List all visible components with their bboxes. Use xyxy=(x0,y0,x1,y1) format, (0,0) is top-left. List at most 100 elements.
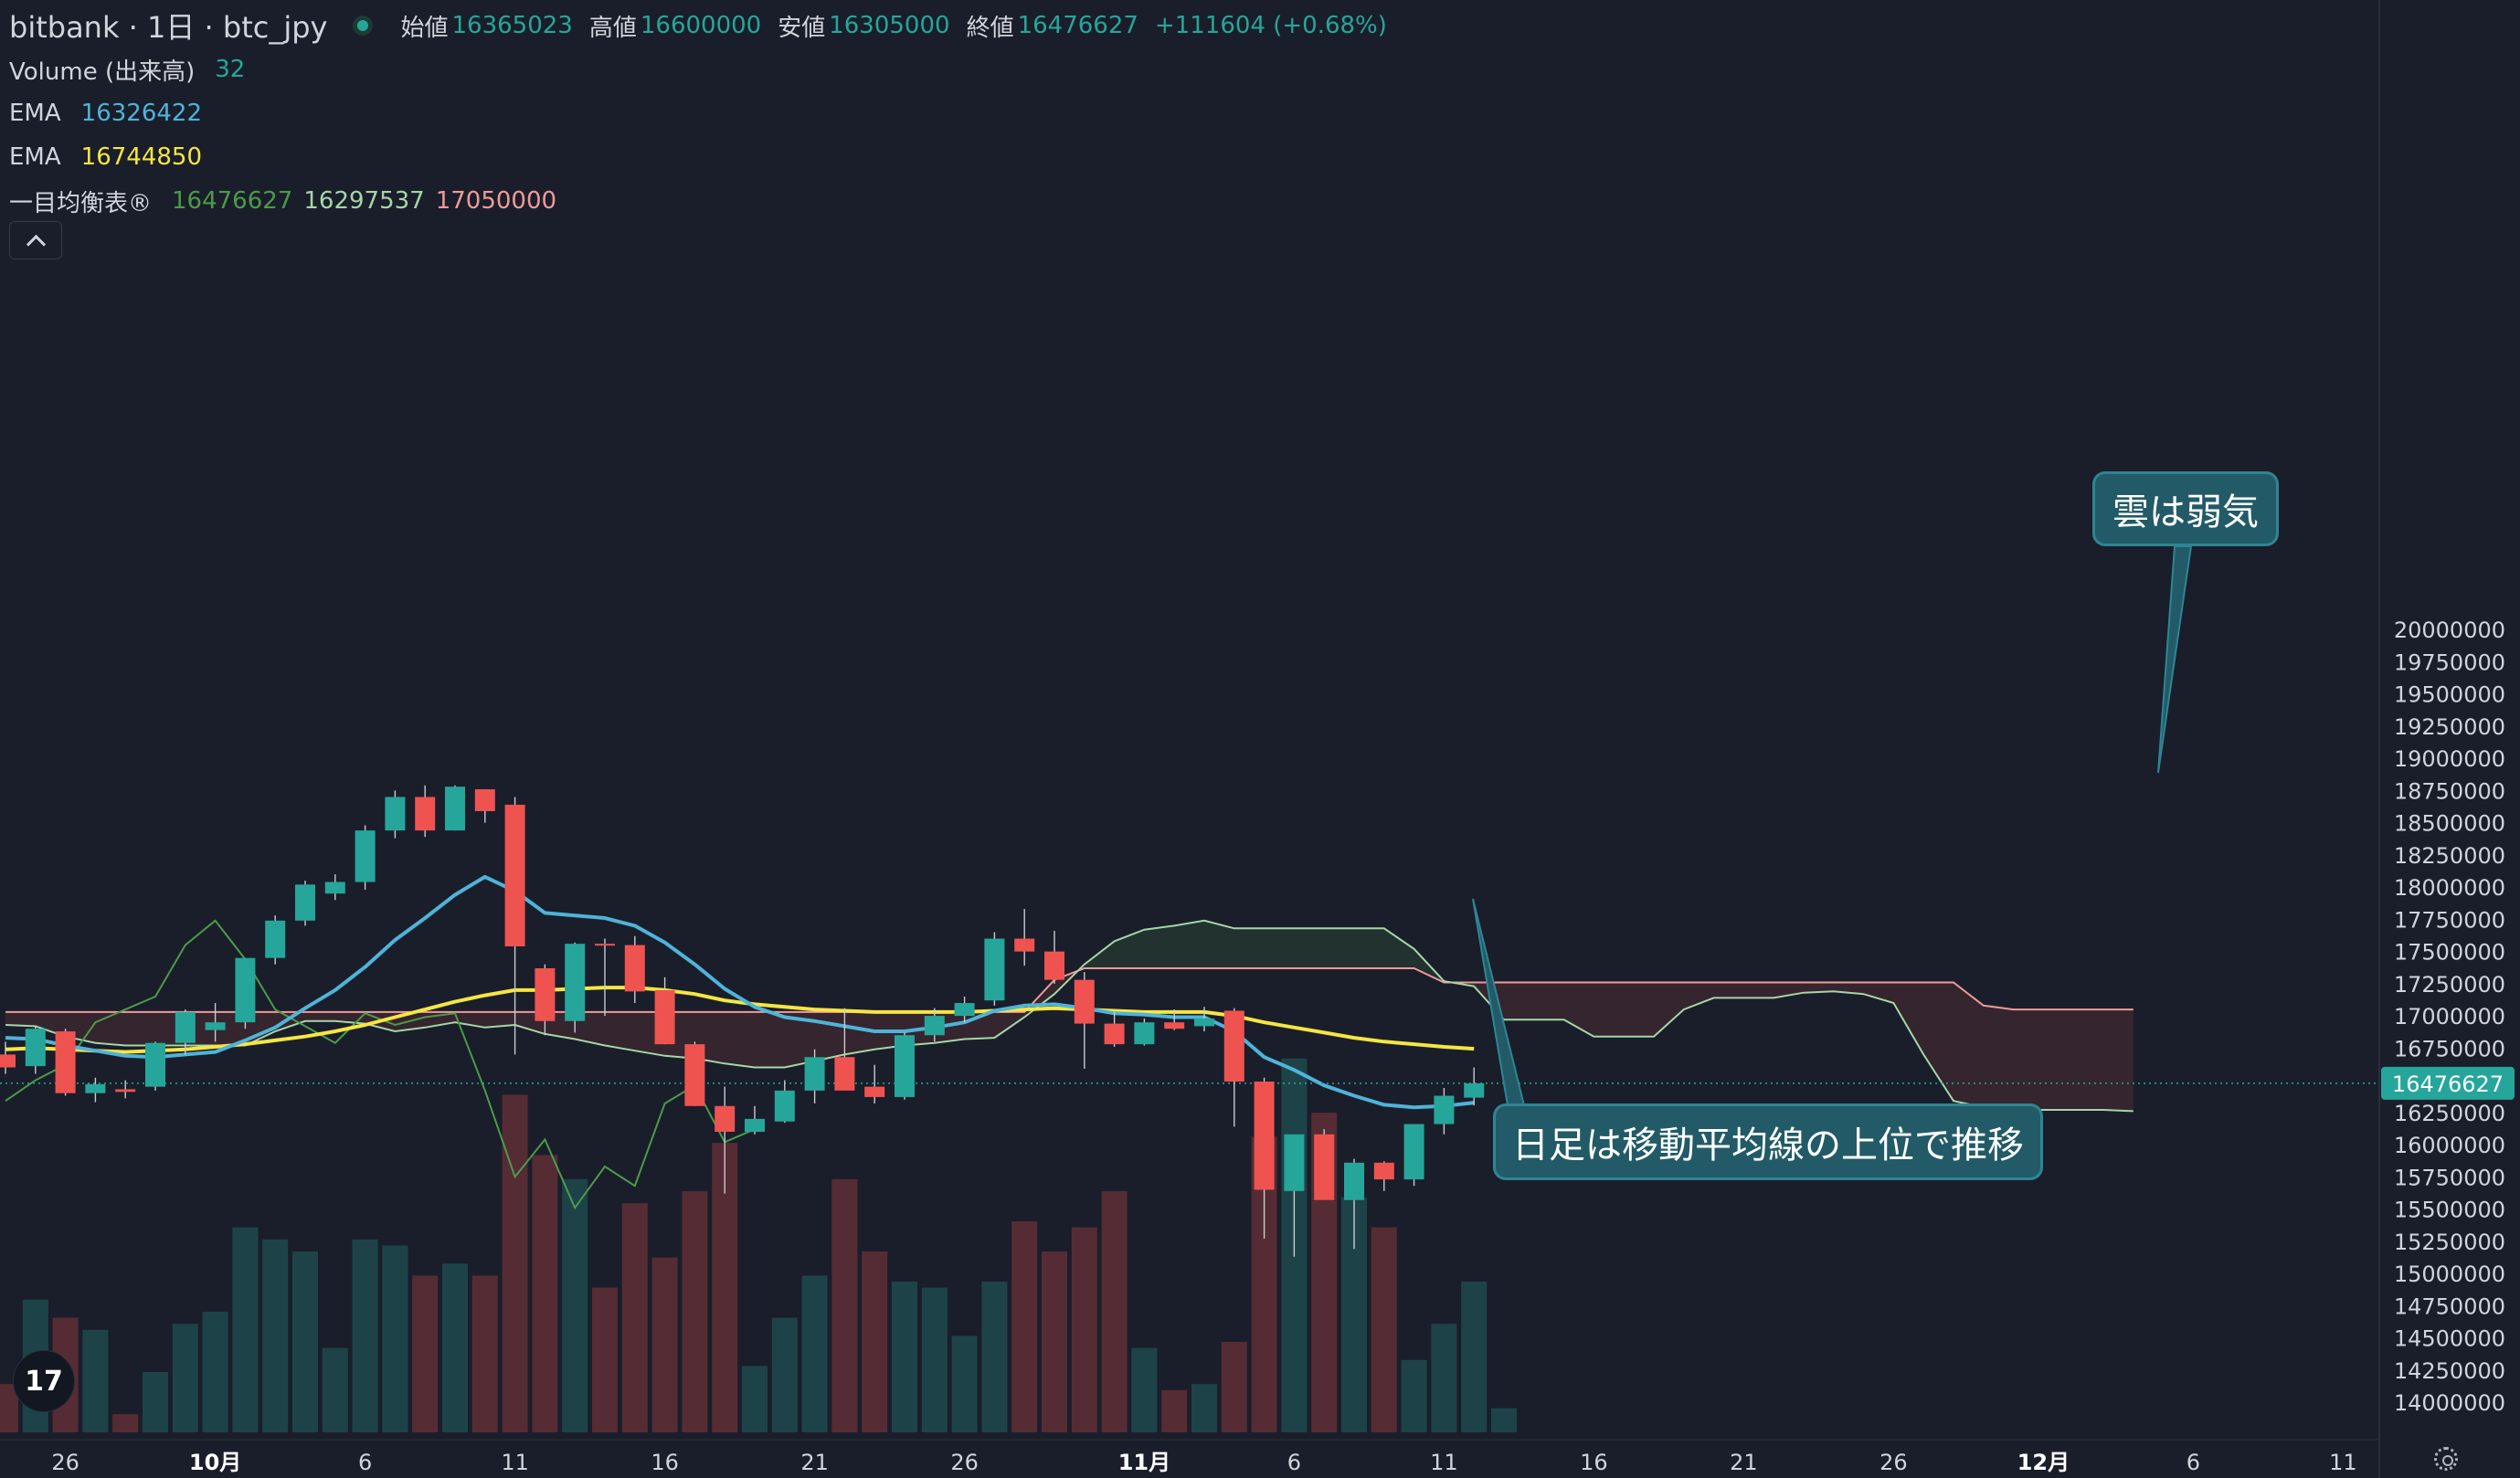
candle-body xyxy=(804,1057,825,1091)
candle xyxy=(295,881,315,926)
volume-bars xyxy=(0,1058,1517,1432)
candle-body xyxy=(654,989,675,1045)
price-tick-label: 14250000 xyxy=(2394,1358,2505,1384)
candle xyxy=(565,942,586,1033)
candle xyxy=(535,964,556,1036)
candle xyxy=(924,1008,945,1042)
candle xyxy=(1434,1088,1455,1135)
candle xyxy=(1194,1007,1214,1032)
candle-body xyxy=(774,1090,795,1122)
candle-body xyxy=(715,1105,736,1132)
time-tick-label: 21 xyxy=(1730,1450,1758,1475)
candle-note-callout[interactable]: 日足は移動平均線の上位で推移 xyxy=(1493,1103,2043,1180)
candle-body xyxy=(265,920,286,958)
candle xyxy=(1373,1161,1394,1191)
candle-body xyxy=(1434,1095,1455,1124)
high-value: 16600000 xyxy=(640,12,762,39)
volume-bar xyxy=(682,1191,708,1432)
time-tick-label: 6 xyxy=(358,1450,372,1475)
candle-body xyxy=(745,1118,765,1132)
price-tick-label: 16000000 xyxy=(2394,1133,2505,1158)
change-value: +111604 (+0.68%) xyxy=(1154,12,1387,39)
candle-body xyxy=(1403,1124,1424,1180)
price-tick-label: 18250000 xyxy=(2394,843,2505,869)
candle-body xyxy=(624,945,645,992)
candle xyxy=(85,1077,106,1103)
legend: bitbank · 1日 · btc_jpy 始値 16365023 高値 16… xyxy=(9,4,1403,223)
time-tick-label: 11 xyxy=(2329,1450,2357,1475)
candle-body xyxy=(595,944,615,946)
volume-bar xyxy=(831,1178,858,1432)
volume-bar xyxy=(981,1282,1008,1432)
volume-bar xyxy=(892,1282,917,1432)
price-tick-label: 14000000 xyxy=(2394,1390,2505,1416)
candle-body xyxy=(175,1011,196,1043)
time-tick-label: 26 xyxy=(950,1450,979,1475)
volume-bar xyxy=(471,1275,498,1432)
candle-body xyxy=(1014,938,1035,952)
volume-bar xyxy=(382,1245,408,1432)
candle-body xyxy=(1373,1162,1394,1180)
legend-ema-fast-row[interactable]: EMA 16326422 xyxy=(9,91,1403,135)
volume-bar xyxy=(1431,1324,1457,1432)
symbol-title[interactable]: bitbank · 1日 · btc_jpy xyxy=(9,10,328,45)
volume-bar xyxy=(112,1414,139,1432)
volume-bar xyxy=(1461,1282,1488,1432)
candle xyxy=(205,1003,226,1042)
volume-bar xyxy=(771,1317,798,1432)
cloud-note-callout[interactable]: 雲は弱気 xyxy=(2092,471,2279,546)
candle xyxy=(0,1041,16,1074)
candle-body xyxy=(1314,1134,1335,1200)
volume-bar xyxy=(951,1335,978,1432)
volume-bar xyxy=(801,1275,828,1432)
volume-bar xyxy=(172,1324,198,1432)
candle xyxy=(1223,1008,1244,1127)
candle xyxy=(684,1041,705,1106)
volume-bar xyxy=(82,1329,109,1432)
candle xyxy=(984,932,1005,1006)
candle-body xyxy=(535,967,556,1021)
last-price-label: 16476627 xyxy=(2392,1072,2504,1097)
legend-ichimoku-row[interactable]: 一目均衡表® 16476627 16297537 17050000 xyxy=(9,179,1403,223)
candle-body xyxy=(1044,951,1064,980)
volume-bar xyxy=(1011,1221,1038,1432)
low-label: 安値 xyxy=(778,14,826,42)
candle xyxy=(1464,1067,1485,1106)
collapse-legend-button[interactable] xyxy=(9,221,62,259)
volume-bar xyxy=(232,1227,259,1432)
price-axis[interactable]: 14000000 14250000 14500000 14750000 15000000… xyxy=(2394,618,2505,1416)
candle-body xyxy=(235,957,256,1023)
time-axis[interactable]: 26 10月 6 11 16 21 26 11月 6 11 16 21 26 12月 6 11 xyxy=(51,1450,2356,1475)
price-tick-label: 19000000 xyxy=(2394,746,2505,772)
tradingview-logo[interactable]: 17 xyxy=(13,1350,75,1412)
price-tick-label: 18000000 xyxy=(2394,875,2505,901)
candle-body xyxy=(864,1086,885,1097)
volume-bar xyxy=(202,1312,228,1432)
open-value: 16365023 xyxy=(451,12,573,39)
candle xyxy=(1314,1129,1335,1200)
volume-bar xyxy=(592,1287,618,1432)
candle-body xyxy=(684,1044,705,1106)
volume-indicator-name: Volume (出来高) xyxy=(9,58,196,86)
volume-bar xyxy=(742,1366,768,1432)
legend-volume-row[interactable]: Volume (出来高) 32 xyxy=(9,48,1403,91)
ema-fast-name: EMA xyxy=(9,100,61,127)
price-tick-label: 14500000 xyxy=(2394,1326,2505,1352)
candle-body xyxy=(385,797,406,831)
volume-bar xyxy=(1042,1251,1067,1432)
volume-bar xyxy=(502,1094,528,1432)
ema-slow-name: EMA xyxy=(9,143,61,171)
candle-body xyxy=(55,1031,76,1093)
gear-icon[interactable] xyxy=(2434,1447,2458,1471)
candle-body xyxy=(85,1083,106,1093)
price-tick-label: 19500000 xyxy=(2394,682,2505,708)
time-tick-label: 11 xyxy=(501,1450,529,1475)
cloud-note-pointer xyxy=(2157,545,2193,774)
volume-bar xyxy=(1071,1227,1097,1432)
volume-bar xyxy=(322,1347,348,1432)
candle xyxy=(1164,1009,1185,1030)
ema-fast-value: 16326422 xyxy=(80,100,202,127)
legend-ema-slow-row[interactable]: EMA 16744850 xyxy=(9,135,1403,179)
candle-body xyxy=(474,789,495,811)
